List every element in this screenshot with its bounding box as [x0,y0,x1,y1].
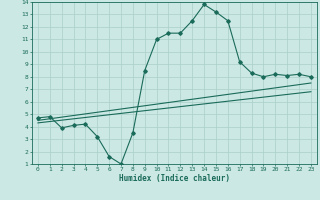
X-axis label: Humidex (Indice chaleur): Humidex (Indice chaleur) [119,174,230,183]
